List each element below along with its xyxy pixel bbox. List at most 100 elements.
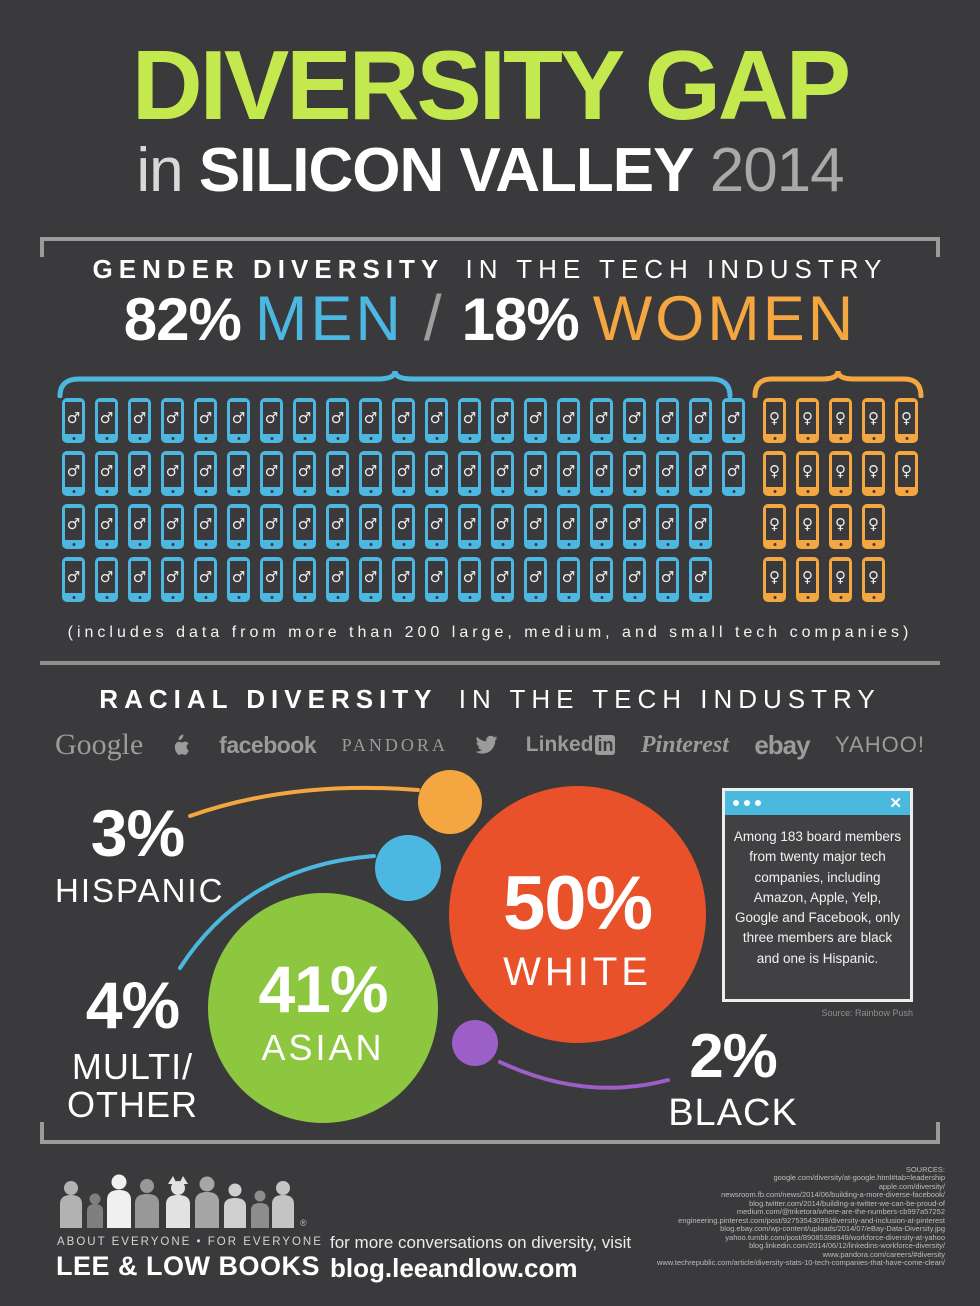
racial-heading-light: IN THE TECH INDUSTRY (458, 684, 881, 714)
section-divider (40, 661, 940, 665)
male-phone-icon: ♂ (359, 557, 382, 602)
phone-row: ♂ ♂ ♂ ♂ ♂ ♂ ♂ ♂ ♂ ♂ ♂ ♂ ♂ ♂ ♂ ♂ ♂ ♂ ♂ ♂ ♂ (62, 451, 745, 496)
phone-row: ♀ ♀ ♀ ♀ (763, 557, 918, 602)
male-phone-icon: ♂ (557, 451, 580, 496)
phone-row: ♀ ♀ ♀ ♀ ♀ (763, 398, 918, 443)
male-phone-icon: ♂ (293, 557, 316, 602)
source-url: yahoo.tumblr.com/post/89085398949/workfo… (725, 1232, 945, 1242)
footer-cta-text: for more conversations on diversity, vis… (330, 1233, 632, 1252)
male-phone-icon: ♂ (95, 557, 118, 602)
female-phone-icon: ♀ (829, 398, 852, 443)
male-phone-icon: ♂ (95, 451, 118, 496)
female-phone-icon: ♀ (895, 398, 918, 443)
phone-row: ♂ ♂ ♂ ♂ ♂ ♂ ♂ ♂ ♂ ♂ ♂ ♂ ♂ ♂ ♂ ♂ ♂ ♂ ♂ ♂ (62, 557, 745, 602)
men-label: MEN (254, 284, 404, 354)
male-phone-icon: ♂ (458, 557, 481, 602)
male-phone-icon: ♂ (359, 398, 382, 443)
female-phone-icon: ♀ (763, 398, 786, 443)
source-url: www.pandora.com/careers/#diversity (822, 1249, 945, 1259)
male-phone-icon: ♂ (392, 557, 415, 602)
male-phone-icon: ♂ (359, 451, 382, 496)
racial-heading-strong: RACIAL DIVERSITY (99, 684, 438, 714)
lee-and-low-people-logo (60, 1174, 294, 1228)
source-url: newsroom.fb.com/news/2014/06/building-a-… (721, 1190, 945, 1200)
black-name: BLACK (668, 1092, 798, 1134)
gender-heading-light: IN THE TECH INDUSTRY (465, 254, 888, 284)
male-phone-icon: ♂ (425, 557, 448, 602)
male-phone-icon: ♂ (161, 398, 184, 443)
apple-logo (169, 731, 194, 759)
male-phone-icon: ♂ (557, 504, 580, 549)
female-phone-icon: ♀ (763, 451, 786, 496)
white-bubble (449, 786, 706, 1043)
linkedin-badge-icon: in (595, 735, 616, 756)
ebay-logo: ebay (754, 729, 810, 760)
multi-percentage: 4% (85, 968, 180, 1042)
company-logos-row: Google facebook PANDORA Linked in Pinterest eb… (55, 724, 925, 766)
male-phone-icon: ♂ (524, 557, 547, 602)
male-phone-icon: ♂ (524, 398, 547, 443)
male-phone-icon: ♂ (458, 398, 481, 443)
female-phone-icon: ♀ (796, 398, 819, 443)
male-phone-icon: ♂ (656, 398, 679, 443)
source-url: www.techrepublic.com/article/diversity-s… (656, 1258, 945, 1268)
male-phone-icon: ♂ (392, 398, 415, 443)
male-phone-icon: ♂ (524, 451, 547, 496)
phone-row: ♂ ♂ ♂ ♂ ♂ ♂ ♂ ♂ ♂ ♂ ♂ ♂ ♂ ♂ ♂ ♂ ♂ ♂ ♂ ♂ ♂ (62, 398, 745, 443)
pinterest-logo: Pinterest (640, 731, 729, 758)
gender-caption: (includes data from more than 200 large,… (67, 624, 913, 641)
male-phone-icon: ♂ (128, 398, 151, 443)
male-phone-icon: ♂ (590, 557, 613, 602)
close-icon: ✕ (889, 794, 902, 812)
multi-name-line1: MULTI/ (71, 1046, 194, 1087)
male-phone-icon: ♂ (227, 504, 250, 549)
facebook-logo: facebook (219, 731, 317, 758)
male-phone-icon: ♂ (62, 557, 85, 602)
male-phone-icon: ♂ (458, 504, 481, 549)
white-label: 50% WHITE (449, 866, 706, 993)
male-phone-icon: ♂ (128, 557, 151, 602)
male-phone-icon: ♂ (326, 398, 349, 443)
gender-heading-strong: GENDER DIVERSITY (92, 254, 445, 284)
male-phone-icon: ♂ (590, 451, 613, 496)
source-url: blog.twitter.com/2014/building-a-twitter… (749, 1198, 945, 1208)
asian-label: 41% ASIAN (208, 956, 438, 1066)
source-url: apple.com/diversity/ (878, 1181, 945, 1191)
male-phone-icon: ♂ (227, 398, 250, 443)
hispanic-label: 3% HISPANIC (55, 800, 222, 907)
women-percentage: 18% (461, 286, 580, 353)
asian-percentage: 41% (258, 952, 388, 1026)
male-phone-icon: ♂ (623, 504, 646, 549)
subtitle-year: 2014 (709, 136, 845, 205)
male-phone-icon: ♂ (689, 398, 712, 443)
men-brace (57, 370, 733, 398)
popup-source-note: Source: Rainbow Push (821, 1008, 913, 1018)
male-phone-icon: ♂ (128, 451, 151, 496)
source-url: google.com/diversity/at-google.html#tab=… (773, 1173, 945, 1183)
male-phone-icon: ♂ (359, 504, 382, 549)
male-phone-icon: ♂ (590, 504, 613, 549)
male-phone-icon: ♂ (62, 504, 85, 549)
male-phone-icon: ♂ (326, 557, 349, 602)
asian-name: ASIAN (261, 1027, 385, 1068)
female-phone-icon: ♀ (829, 504, 852, 549)
male-phone-icon: ♂ (392, 504, 415, 549)
male-phone-icon: ♂ (425, 504, 448, 549)
popup-text: Among 183 board members from twenty majo… (733, 829, 902, 966)
multi-name-line2: OTHER (67, 1083, 198, 1125)
multi-other-label: 4% MULTI/ OTHER (50, 972, 215, 1124)
source-url: engineering.pinterest.com/post/927535430… (678, 1215, 945, 1225)
pandora-logo: PANDORA (341, 734, 448, 755)
male-phone-icon: ♂ (689, 504, 712, 549)
male-phone-icon: ♂ (623, 451, 646, 496)
female-phone-icon: ♀ (763, 557, 786, 602)
male-phone-icon: ♂ (722, 398, 745, 443)
black-percentage: 2% (689, 1022, 778, 1091)
male-phone-icon: ♂ (458, 451, 481, 496)
male-phone-icon: ♂ (293, 451, 316, 496)
yahoo-logo: YAHOO! (835, 732, 925, 757)
hispanic-bubble (418, 770, 482, 834)
male-phone-icon: ♂ (95, 398, 118, 443)
men-phone-grid: ♂ ♂ ♂ ♂ ♂ ♂ ♂ ♂ ♂ ♂ ♂ ♂ ♂ ♂ ♂ ♂ ♂ ♂ ♂ ♂ ♂ ♂ ♂ ♂ ♂ ♂ ♂ ♂ ♂ ♂ ♂ ♂ ♂ ♂ ♂ ♂ ♂ ♂ ♂ ♂… (62, 398, 745, 610)
racial-section-heading: RACIAL DIVERSITY IN THE TECH INDUSTRY (40, 684, 940, 715)
